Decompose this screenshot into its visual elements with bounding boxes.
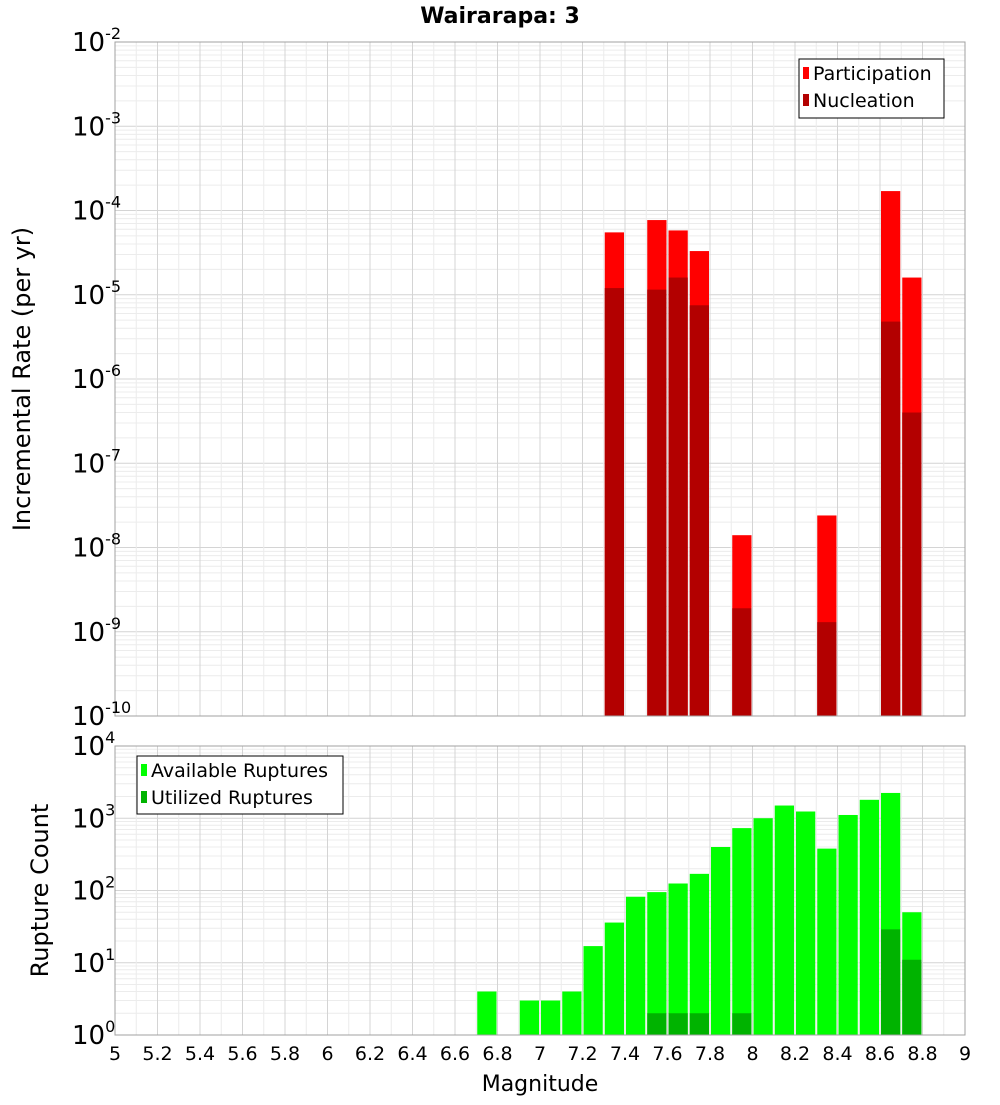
legend-box-rate <box>798 58 945 119</box>
x-tick-label: 7.2 <box>567 1043 597 1065</box>
bar-count-s0-m7.75 <box>689 873 709 1035</box>
plot-frame-count <box>114 745 966 1036</box>
y-tick-label-rate: 10-8 <box>72 530 121 564</box>
bar-count-s1-m7.95 <box>732 1013 752 1035</box>
y-tick-label-rate: 10-10 <box>72 698 131 732</box>
bar-rate-s1-m8.35 <box>817 622 837 716</box>
x-tick-label: 8.2 <box>780 1043 810 1065</box>
bar-count-s1-m7.75 <box>689 1013 709 1035</box>
bar-count-s1-m8.75 <box>902 959 922 1035</box>
bar-rate-s1-m7.95 <box>732 608 752 716</box>
bar-count-s0-m8.15 <box>774 805 794 1035</box>
legend-swatch-rate <box>803 94 809 106</box>
x-tick-label: 8.6 <box>865 1043 895 1065</box>
bar-rate-s1-m7.65 <box>668 277 688 716</box>
x-tick-label: 8.8 <box>907 1043 937 1065</box>
x-tick-label: 5 <box>109 1043 121 1065</box>
y-tick-label-rate: 10-5 <box>72 277 121 311</box>
chart-title: Wairarapa: 3 <box>420 4 580 29</box>
y-tick-label-count: 103 <box>72 800 115 834</box>
bar-count-s0-m7.55 <box>647 892 667 1035</box>
y-tick-label-rate: 10-2 <box>72 24 121 58</box>
x-tick-label: 6.8 <box>482 1043 512 1065</box>
x-tick-label: 5.4 <box>185 1043 215 1065</box>
x-tick-label: 6.4 <box>397 1043 427 1065</box>
x-tick-label: 9 <box>959 1043 971 1065</box>
x-tick-label: 6.2 <box>355 1043 385 1065</box>
legend-box-count <box>136 755 344 815</box>
x-tick-label: 5.8 <box>270 1043 300 1065</box>
y-axis-label-rate: Incremental Rate (per yr) <box>8 227 36 531</box>
bar-count-s0-m8.45 <box>838 814 858 1035</box>
y-tick-label-count: 102 <box>72 873 115 907</box>
bar-count-s0-m8.35 <box>817 848 837 1035</box>
bar-count-s0-m7.15 <box>562 991 582 1035</box>
legend-label-rate: Participation <box>813 63 932 85</box>
bar-rate-s1-m8.75 <box>902 412 922 716</box>
bar-count-s0-m6.95 <box>519 1000 539 1035</box>
legend-label-count: Utilized Ruptures <box>151 787 313 809</box>
y-tick-label-count: 104 <box>72 728 115 762</box>
bar-count-s0-m6.75 <box>477 991 497 1035</box>
legend-label-count: Available Ruptures <box>151 760 328 782</box>
y-tick-label-count: 101 <box>72 945 115 979</box>
x-tick-label: 8.4 <box>822 1043 852 1065</box>
bar-count-s1-m7.65 <box>668 1013 688 1035</box>
bar-count-s0-m7.05 <box>541 1000 561 1035</box>
y-axis-label-count: Rupture Count <box>26 804 54 978</box>
bar-count-s1-m8.65 <box>881 929 901 1035</box>
x-tick-label: 7 <box>534 1043 546 1065</box>
x-tick-label: 5.6 <box>227 1043 257 1065</box>
legend-swatch-count <box>141 764 147 776</box>
x-tick-label: 7.8 <box>695 1043 725 1065</box>
legend-swatch-count <box>141 791 147 803</box>
bar-count-s0-m8.55 <box>859 799 879 1035</box>
bar-count-s0-m7.85 <box>711 847 731 1035</box>
bar-rate-s1-m7.55 <box>647 289 667 716</box>
panel-rate: 10-10 10-9 10-8 10-7 10-6 10-5 10-4 10-3 10-2 Inc… <box>8 24 966 732</box>
bar-count-s0-m7.65 <box>668 883 688 1035</box>
x-tick-label: 7.4 <box>610 1043 640 1065</box>
x-tick-label: 7.6 <box>652 1043 682 1065</box>
bar-count-s1-m7.55 <box>647 1013 667 1035</box>
y-tick-label-rate: 10-3 <box>72 108 121 142</box>
y-tick-label-rate: 10-4 <box>72 193 121 227</box>
bar-count-s0-m7.35 <box>604 922 624 1035</box>
bar-count-s0-m7.45 <box>626 896 646 1035</box>
x-tick-label: 8 <box>746 1043 758 1065</box>
y-tick-label-rate: 10-7 <box>72 445 121 479</box>
y-tick-label-rate: 10-9 <box>72 614 121 648</box>
bar-rate-s1-m8.65 <box>881 321 901 716</box>
bar-rate-s1-m7.75 <box>689 305 709 716</box>
bar-count-s0-m7.95 <box>732 828 752 1035</box>
x-axis-label: Magnitude <box>482 1072 599 1097</box>
y-tick-label-rate: 10-6 <box>72 361 121 395</box>
x-tick-label: 6 <box>321 1043 333 1065</box>
bar-count-s0-m8.25 <box>796 811 816 1035</box>
legend-swatch-rate <box>803 67 809 79</box>
x-tick-label: 6.6 <box>440 1043 470 1065</box>
x-tick-label: 5.2 <box>142 1043 172 1065</box>
bar-count-s0-m8.05 <box>753 818 773 1035</box>
bar-rate-s1-m7.35 <box>604 288 624 716</box>
bar-count-s0-m7.25 <box>583 946 603 1035</box>
legend-label-rate: Nucleation <box>813 90 915 112</box>
plot-frame-rate <box>114 41 966 717</box>
